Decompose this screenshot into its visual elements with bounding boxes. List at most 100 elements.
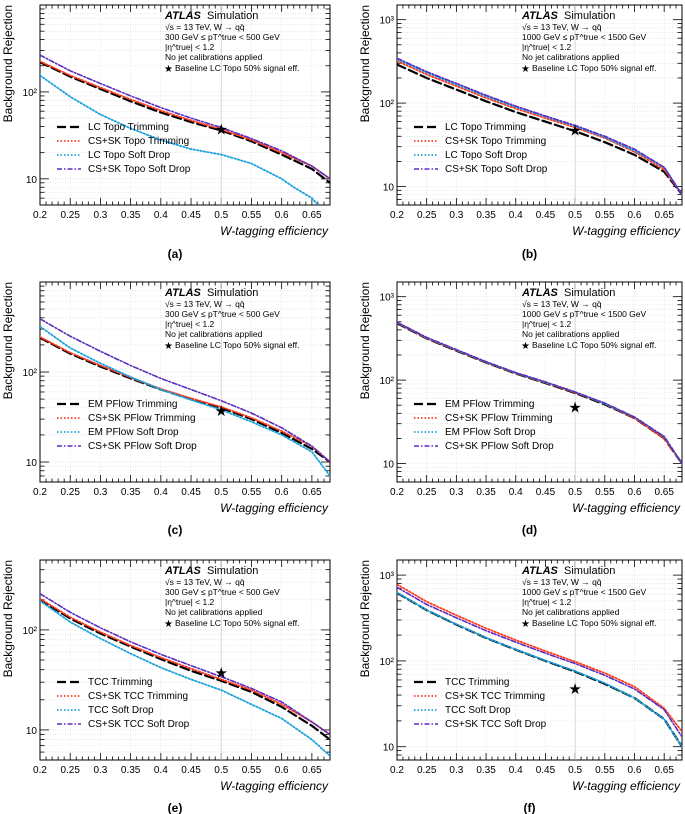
x-tick-label: 0.2 [33,765,47,776]
legend: LC Topo Trimming CS+SK Topo Trimming LC To… [57,122,191,175]
info-line: No jet calibrations applied [522,329,620,339]
info-star-icon: ★ [521,64,530,75]
legend-label: CS+SK PFlow Trimming [88,413,196,424]
gridlines [39,560,330,760]
info-star-icon: ★ [164,341,173,352]
x-tick-label: 0.35 [476,210,496,221]
info-line: √s = 13 TeV, W → qq̄ [165,577,245,587]
info-line: √s = 13 TeV, W → qq̄ [522,22,602,32]
atlas-label: ATLAS [164,565,202,577]
x-axis-title: W-tagging efficiency [220,501,329,515]
x-axis-title: W-tagging efficiency [220,779,329,793]
info-block: ATLAS Simulation√s = 13 TeV, W → qq̄300 G… [164,565,299,630]
series-line-3 [397,591,682,748]
y-tick-label: 10² [23,88,38,99]
x-axis-title: W-tagging efficiency [220,224,329,238]
info-line: Baseline LC Topo 50% signal eff. [532,340,656,350]
y-tick-label: 10 [383,743,395,754]
legend-label: CS+SK PFlow Soft Drop [445,441,554,452]
reference-star: ★ [215,121,228,138]
x-axis-title: W-tagging efficiency [572,501,681,515]
x-tick-label: 0.65 [302,765,322,776]
chart-panel-4: 0.2 0.25 0.3 0.35 0.4 0.45 0.5 0.55 0.6 0.65 10 10²… [358,281,683,537]
atlas-simulation-label: Simulation [564,565,615,577]
series-line-4 [40,318,330,463]
x-tick-label: 0.6 [275,210,289,221]
x-axis-title: W-tagging efficiency [572,779,681,793]
legend-label: LC Topo Soft Drop [445,150,528,161]
info-line: No jet calibrations applied [165,329,263,339]
info-line: Baseline LC Topo 50% signal eff. [175,340,299,350]
reference-star: ★ [215,403,228,420]
series-line-3 [40,74,319,205]
x-tick-label: 0.6 [628,210,642,221]
series-line-2 [40,336,330,463]
info-line: No jet calibrations applied [522,52,620,62]
atlas-simulation-label: Simulation [564,287,615,299]
reference-star: ★ [568,681,581,698]
x-axis-title: W-tagging efficiency [572,224,681,238]
x-tick-label: 0.2 [390,765,404,776]
legend-label: EM PFlow Soft Drop [445,427,536,438]
y-tick-label: 10 [26,726,38,737]
x-tick-label: 0.2 [33,487,47,498]
info-star-icon: ★ [521,341,530,352]
atlas-simulation-label: Simulation [207,10,258,22]
info-line: Baseline LC Topo 50% signal eff. [532,618,656,628]
atlas-simulation-label: Simulation [207,565,258,577]
x-tick-label: 0.25 [60,487,80,498]
y-tick-label: 10² [380,376,395,387]
info-line: 1000 GeV ≤ pT^true < 1500 GeV [522,587,647,597]
atlas-label: ATLAS [164,10,202,22]
atlas-label: ATLAS [521,287,559,299]
y-tick-label: 10 [383,459,395,470]
series-line-4 [397,586,682,738]
info-line: |η^true| < 1.2 [522,319,572,329]
legend-label: EM PFlow Trimming [445,399,534,410]
y-axis-title: Background Rejection [1,560,15,677]
y-tick-label: 10² [23,626,38,637]
series-group [397,321,682,465]
y-axis-title: Background Rejection [358,560,372,677]
series-group [40,54,330,205]
x-tick-label: 0.65 [654,765,674,776]
panel-caption: (d) [522,523,537,537]
x-tick-label: 0.3 [93,210,107,221]
legend-label: CS+SK Topo Soft Drop [445,164,548,175]
x-tick-label: 0.3 [449,765,463,776]
x-tick-label: 0.25 [417,210,437,221]
series-group [397,583,682,748]
atlas-simulation-label: Simulation [564,10,615,22]
x-tick-label: 0.5 [568,765,582,776]
y-tick-label: 10 [26,458,38,469]
y-tick-label: 10³ [380,16,395,27]
info-star-icon: ★ [521,619,530,630]
legend-label: CS+SK Topo Trimming [445,136,546,147]
x-tick-label: 0.65 [654,210,674,221]
x-tick-label: 0.45 [536,487,556,498]
x-tick-label: 0.45 [181,487,201,498]
info-line: |η^true| < 1.2 [165,319,215,329]
x-tick-label: 0.35 [476,487,496,498]
x-tick-label: 0.35 [121,765,141,776]
series-line-4 [397,57,682,196]
x-tick-label: 0.6 [628,765,642,776]
info-line: No jet calibrations applied [165,607,263,617]
info-line: Baseline LC Topo 50% signal eff. [175,63,299,73]
x-tick-label: 0.6 [275,765,289,776]
x-tick-label: 0.25 [60,765,80,776]
series-line-2 [397,60,682,196]
legend: EM PFlow Trimming CS+SK PFlow Trimming EM … [57,399,197,452]
reference-star: ★ [215,665,228,682]
info-line: No jet calibrations applied [522,607,620,617]
panel-caption: (c) [168,523,183,537]
gridlines [396,560,682,760]
series-line-4 [397,321,682,465]
series-line-4 [40,54,330,180]
info-star-icon: ★ [164,64,173,75]
y-tick-label: 10 [383,182,395,193]
x-tick-label: 0.55 [595,765,615,776]
info-star-icon: ★ [164,619,173,630]
legend-label: CS+SK PFlow Trimming [445,413,553,424]
x-tick-label: 0.45 [181,765,201,776]
